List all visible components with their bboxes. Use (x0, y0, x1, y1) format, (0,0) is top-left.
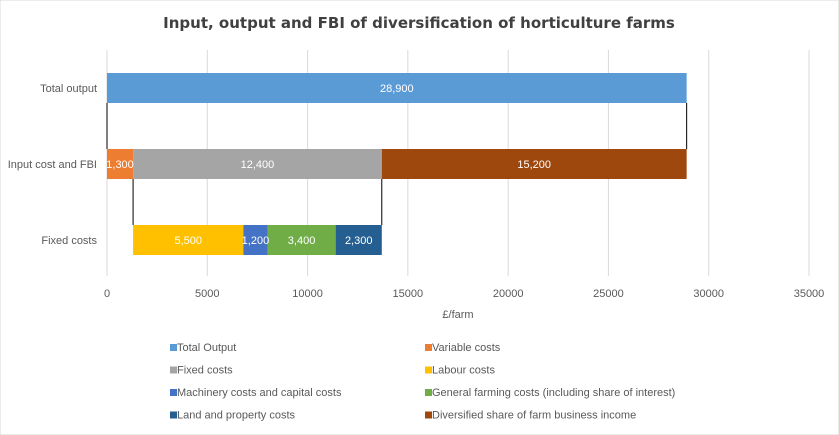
x-axis-label: £/farm (442, 309, 473, 321)
x-tick-label: 30000 (693, 288, 724, 300)
legend-item-variable-costs: Variable costs (425, 342, 501, 354)
data-label: 5,500 (174, 235, 202, 247)
legend-swatch (425, 389, 432, 396)
legend-label: Fixed costs (177, 365, 233, 377)
legend-swatch (425, 344, 432, 351)
legend: Total Output Variable costs Fixed costs Lab… (170, 342, 675, 422)
legend-label: Diversified share of farm business incom… (432, 410, 636, 422)
bar-input-cost-and-fbi-variable-costs (107, 149, 134, 179)
legend-swatch (170, 411, 177, 419)
bar-fixed-costs-general-farming-costs-including-share-of-interest (267, 225, 336, 255)
legend-item-fixed-costs: Fixed costs (170, 365, 233, 377)
data-label: 15,200 (517, 159, 551, 171)
y-tick-labels: Total output Input cost and FBI Fixed cost… (8, 83, 98, 247)
x-tick-labels: 0 5000 10000 15000 20000 25000 30000 35000 (104, 288, 824, 300)
connector-lines (106, 103, 688, 225)
data-label: 12,400 (241, 159, 275, 171)
bar-input-cost-and-fbi-fixed-costs (133, 149, 382, 179)
legend-label: Variable costs (432, 342, 501, 354)
bar-total-output-total-output (107, 73, 687, 103)
legend-item-machinery-costs-and-capital-costs: Machinery costs and capital costs (170, 387, 342, 399)
data-label: 1,300 (106, 159, 134, 171)
x-tick-label: 35000 (794, 288, 825, 300)
legend-item-general-farming-costs-including-share-of-interest: General farming costs (including share o… (425, 387, 675, 399)
x-tick-label: 15000 (393, 288, 424, 300)
y-tick-label-input-cost-and-fbi: Input cost and FBI (8, 159, 97, 171)
legend-label: Machinery costs and capital costs (177, 387, 342, 399)
legend-item-diversified-share-of-farm-business-income: Diversified share of farm business incom… (425, 410, 636, 422)
bar-fixed-costs-machinery-costs-and-capital-costs (243, 225, 268, 255)
legend-item-land-and-property-costs: Land and property costs (170, 410, 296, 422)
data-label: 3,400 (288, 235, 316, 247)
data-label: 1,200 (242, 235, 270, 247)
legend-item-total-output: Total Output (170, 342, 236, 354)
chart-title: Input, output and FBI of diversification… (163, 14, 675, 32)
x-tick-label: 0 (104, 288, 110, 300)
bar-fixed-costs-land-and-property-costs (335, 225, 382, 255)
bar-fixed-costs-labour-costs (133, 225, 244, 255)
bars (107, 73, 687, 255)
legend-label: General farming costs (including share o… (432, 387, 675, 399)
legend-swatch (170, 366, 177, 374)
x-tick-label: 20000 (493, 288, 524, 300)
x-tick-label: 5000 (195, 288, 219, 300)
bar-labels: 28,900 1,300 12,400 15,200 5,500 1,200 3,400 2,… (106, 83, 551, 247)
legend-label: Total Output (177, 342, 236, 354)
y-tick-label-total-output: Total output (40, 83, 97, 95)
x-tick-label: 10000 (292, 288, 323, 300)
data-label: 2,300 (345, 235, 373, 247)
legend-swatch (425, 411, 432, 419)
legend-swatch (170, 344, 177, 351)
x-tick-label: 25000 (593, 288, 624, 300)
legend-label: Labour costs (432, 365, 495, 377)
legend-label: Land and property costs (177, 410, 296, 422)
legend-swatch (425, 366, 432, 374)
legend-swatch (170, 389, 177, 396)
y-tick-label-fixed-costs: Fixed costs (41, 235, 97, 247)
data-label: 28,900 (380, 83, 414, 95)
bar-input-cost-and-fbi-diversified-share-of-farm-business-income (381, 149, 687, 179)
legend-item-labour-costs: Labour costs (425, 365, 495, 377)
